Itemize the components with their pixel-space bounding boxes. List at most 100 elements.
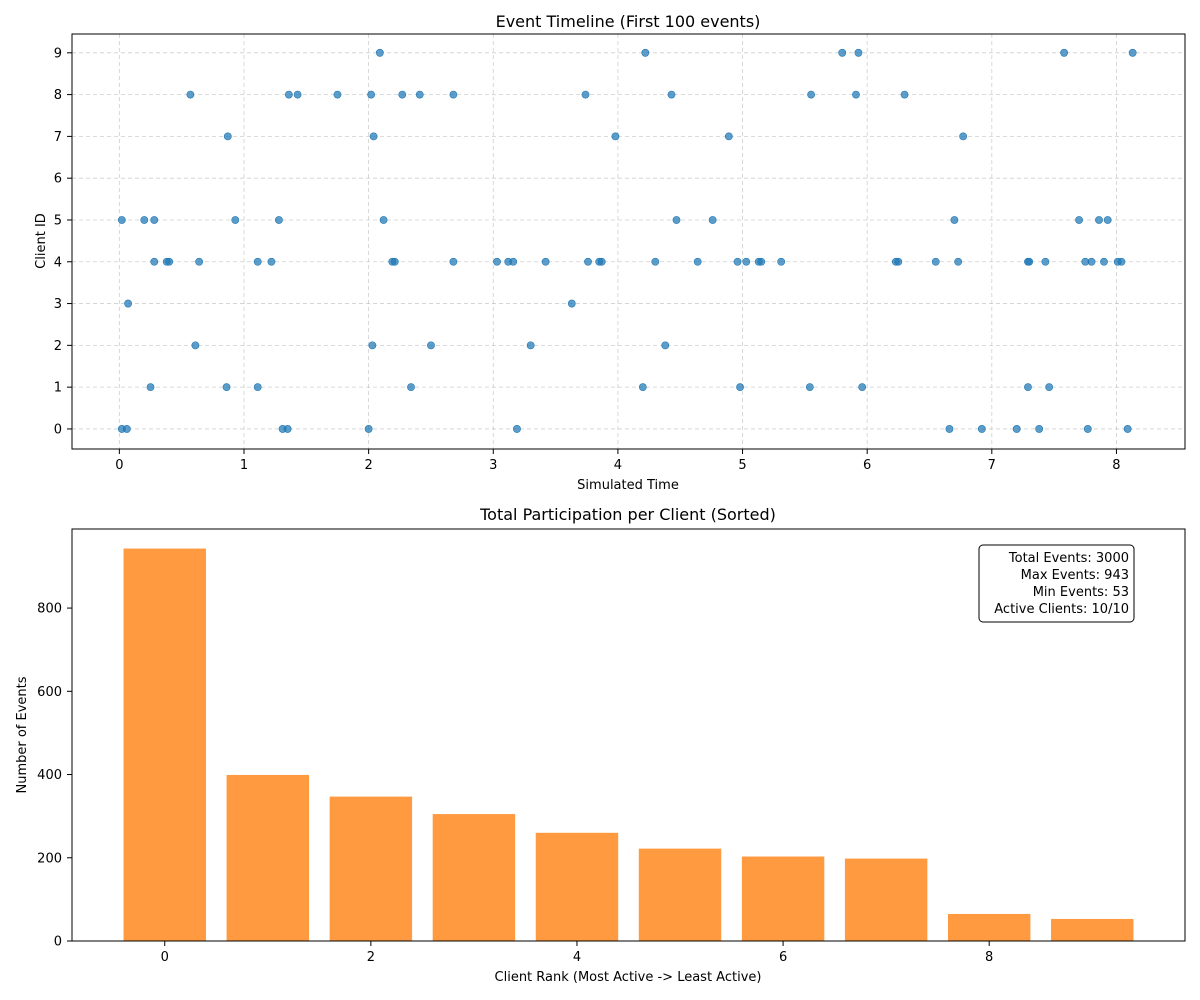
scatter-point (641, 48, 650, 57)
bar-x-tick-label: 4 (573, 950, 581, 965)
bar-x-axis-label: Client Rank (Most Active -> Least Active… (495, 970, 762, 985)
bar-panel: Total Participation per Client (Sorted) … (15, 505, 1186, 985)
scatter-point (852, 90, 860, 99)
scatter-point (838, 48, 847, 57)
scatter-x-tick-label: 7 (988, 458, 996, 473)
bar (741, 856, 825, 941)
scatter-x-ticks: 0 1 2 3 4 5 6 7 8 (115, 449, 1121, 473)
scatter-point (581, 90, 590, 99)
stats-active-clients: Active Clients: 10/10 (994, 602, 1129, 617)
scatter-point (959, 132, 968, 141)
scatter-point (1024, 383, 1032, 392)
scatter-point (509, 257, 518, 266)
bar (123, 548, 206, 941)
scatter-point (584, 257, 592, 266)
scatter-point (195, 257, 204, 266)
scatter-title: Event Timeline (First 100 events) (496, 12, 761, 31)
scatter-point (253, 257, 262, 266)
scatter-point (757, 257, 766, 266)
scatter-point (367, 90, 376, 99)
scatter-point (368, 341, 377, 350)
scatter-y-ticks: 0 1 2 3 4 5 6 7 8 9 (54, 46, 72, 437)
scatter-point (651, 257, 660, 266)
scatter-point (954, 257, 963, 266)
scatter-point (398, 90, 407, 99)
scatter-point (274, 216, 283, 224)
scatter-point (333, 90, 342, 99)
bar-frame (71, 528, 1186, 942)
scatter-panel: Event Timeline (First 100 events) 0 1 2 3 4 5… (34, 12, 1186, 493)
scatter-point (1117, 257, 1126, 266)
scatter-point (724, 132, 733, 141)
scatter-point (1087, 257, 1096, 266)
stats-box-border (978, 544, 1135, 623)
scatter-point (1035, 425, 1044, 433)
scatter-point (140, 216, 149, 224)
scatter-point (513, 425, 521, 433)
scatter-point (407, 383, 415, 392)
scatter-point (854, 48, 863, 57)
scatter-point (733, 257, 742, 266)
scatter-point (742, 257, 751, 266)
bar (432, 814, 516, 941)
scatter-point (231, 216, 240, 224)
scatter-point (1075, 216, 1083, 224)
scatter-x-tick-label: 8 (1112, 458, 1120, 473)
scatter-frame (71, 33, 1186, 450)
scatter-point (449, 90, 458, 99)
scatter-point (222, 383, 231, 392)
scatter-point (223, 132, 232, 141)
scatter-point (1045, 383, 1054, 392)
bar-x-tick-label: 0 (161, 950, 169, 965)
scatter-point (379, 216, 388, 224)
stats-total-events: Total Events: 3000 (1008, 551, 1129, 566)
scatter-point (375, 48, 384, 57)
scatter-x-tick-label: 2 (364, 458, 372, 473)
scatter-point (526, 341, 535, 350)
scatter-x-tick-label: 5 (738, 458, 746, 473)
scatter-y-tick-label: 6 (54, 172, 62, 187)
bar-y-tick-label: 0 (54, 935, 62, 950)
bar (226, 774, 310, 941)
scatter-point (805, 383, 814, 392)
scatter-point (736, 383, 744, 392)
scatter-point (1103, 216, 1112, 224)
scatter-point (858, 383, 867, 392)
scatter-x-tick-label: 3 (489, 458, 497, 473)
scatter-point (1060, 48, 1069, 57)
scatter-point (1025, 257, 1034, 266)
scatter-y-axis-label: Client ID (34, 213, 49, 269)
bar (1051, 918, 1134, 941)
scatter-y-tick-label: 7 (54, 130, 62, 145)
scatter-point (900, 90, 909, 99)
stats-box: Total Events: 3000 Max Events: 943 Min E… (978, 544, 1135, 623)
scatter-point (667, 90, 676, 99)
scatter-point (777, 257, 786, 266)
scatter-points (117, 48, 1137, 433)
scatter-point (638, 383, 647, 392)
scatter-point (661, 341, 670, 350)
scatter-x-tick-label: 1 (240, 458, 248, 473)
scatter-x-tick-label: 0 (115, 458, 123, 473)
scatter-point (124, 299, 132, 308)
scatter-point (567, 299, 576, 308)
scatter-y-tick-label: 4 (54, 255, 62, 270)
scatter-point (427, 341, 435, 350)
scatter-point (931, 257, 940, 266)
bar-x-tick-label: 8 (985, 950, 993, 965)
bar (844, 858, 928, 941)
bar (535, 832, 619, 941)
bar-bars (123, 548, 1134, 941)
scatter-grid (72, 34, 1185, 449)
bar-x-tick-label: 2 (367, 950, 375, 965)
scatter-point (1041, 257, 1050, 266)
scatter-point (541, 257, 550, 266)
scatter-point (945, 425, 954, 433)
scatter-point (597, 257, 606, 266)
scatter-point (977, 425, 986, 433)
stats-max-events: Max Events: 943 (1021, 568, 1129, 583)
scatter-point (1095, 216, 1103, 224)
scatter-point (150, 257, 159, 266)
scatter-y-tick-label: 8 (54, 88, 62, 103)
